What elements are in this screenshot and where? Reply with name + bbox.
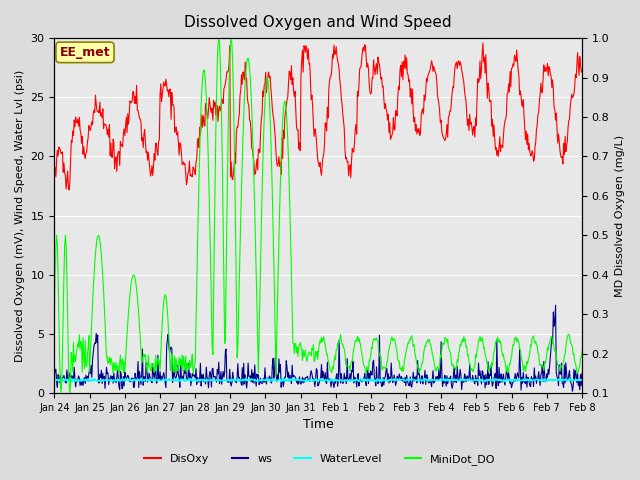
Legend: DisOxy, ws, WaterLevel, MiniDot_DO: DisOxy, ws, WaterLevel, MiniDot_DO xyxy=(140,450,500,469)
DisOxy xyxy=(115,149,123,155)
MiniDot_DO xyxy=(399,369,407,374)
WaterLevel xyxy=(578,377,586,383)
MiniDot_DO xyxy=(215,35,223,41)
Line: WaterLevel: WaterLevel xyxy=(54,378,582,382)
WaterLevel xyxy=(279,375,287,381)
WaterLevel xyxy=(384,378,392,384)
DisOxy xyxy=(398,59,406,65)
ws xyxy=(51,372,58,378)
ws xyxy=(60,372,68,378)
MiniDot_DO xyxy=(51,312,58,317)
WaterLevel xyxy=(68,379,76,384)
ws xyxy=(552,302,559,308)
Title: Dissolved Oxygen and Wind Speed: Dissolved Oxygen and Wind Speed xyxy=(184,15,452,30)
WaterLevel xyxy=(169,377,177,383)
WaterLevel xyxy=(196,377,204,383)
WaterLevel xyxy=(51,378,58,384)
MiniDot_DO xyxy=(578,348,586,354)
Y-axis label: Dissolved Oxygen (mV), Wind Speed, Water Lvl (psi): Dissolved Oxygen (mV), Wind Speed, Water… xyxy=(15,70,25,362)
ws xyxy=(196,375,204,381)
Line: MiniDot_DO: MiniDot_DO xyxy=(54,38,582,393)
Text: EE_met: EE_met xyxy=(60,46,110,59)
WaterLevel xyxy=(115,377,123,383)
ws xyxy=(568,388,576,394)
X-axis label: Time: Time xyxy=(303,419,333,432)
Y-axis label: MD Dissolved Oxygen (mg/L): MD Dissolved Oxygen (mg/L) xyxy=(615,134,625,297)
ws xyxy=(115,375,122,381)
Line: ws: ws xyxy=(54,305,582,391)
DisOxy xyxy=(65,187,73,193)
WaterLevel xyxy=(399,376,407,382)
WaterLevel xyxy=(60,378,68,384)
MiniDot_DO xyxy=(57,390,65,396)
DisOxy xyxy=(383,109,390,115)
ws xyxy=(168,346,175,351)
MiniDot_DO xyxy=(384,358,392,364)
DisOxy xyxy=(578,70,586,75)
ws xyxy=(578,370,586,376)
MiniDot_DO xyxy=(115,370,123,375)
DisOxy xyxy=(169,102,177,108)
MiniDot_DO xyxy=(196,123,204,129)
DisOxy xyxy=(60,160,68,166)
MiniDot_DO xyxy=(169,353,177,359)
ws xyxy=(397,373,405,379)
DisOxy xyxy=(479,40,487,46)
ws xyxy=(382,368,390,373)
DisOxy xyxy=(51,168,58,174)
Line: DisOxy: DisOxy xyxy=(54,43,582,190)
MiniDot_DO xyxy=(61,242,68,248)
DisOxy xyxy=(196,132,204,138)
